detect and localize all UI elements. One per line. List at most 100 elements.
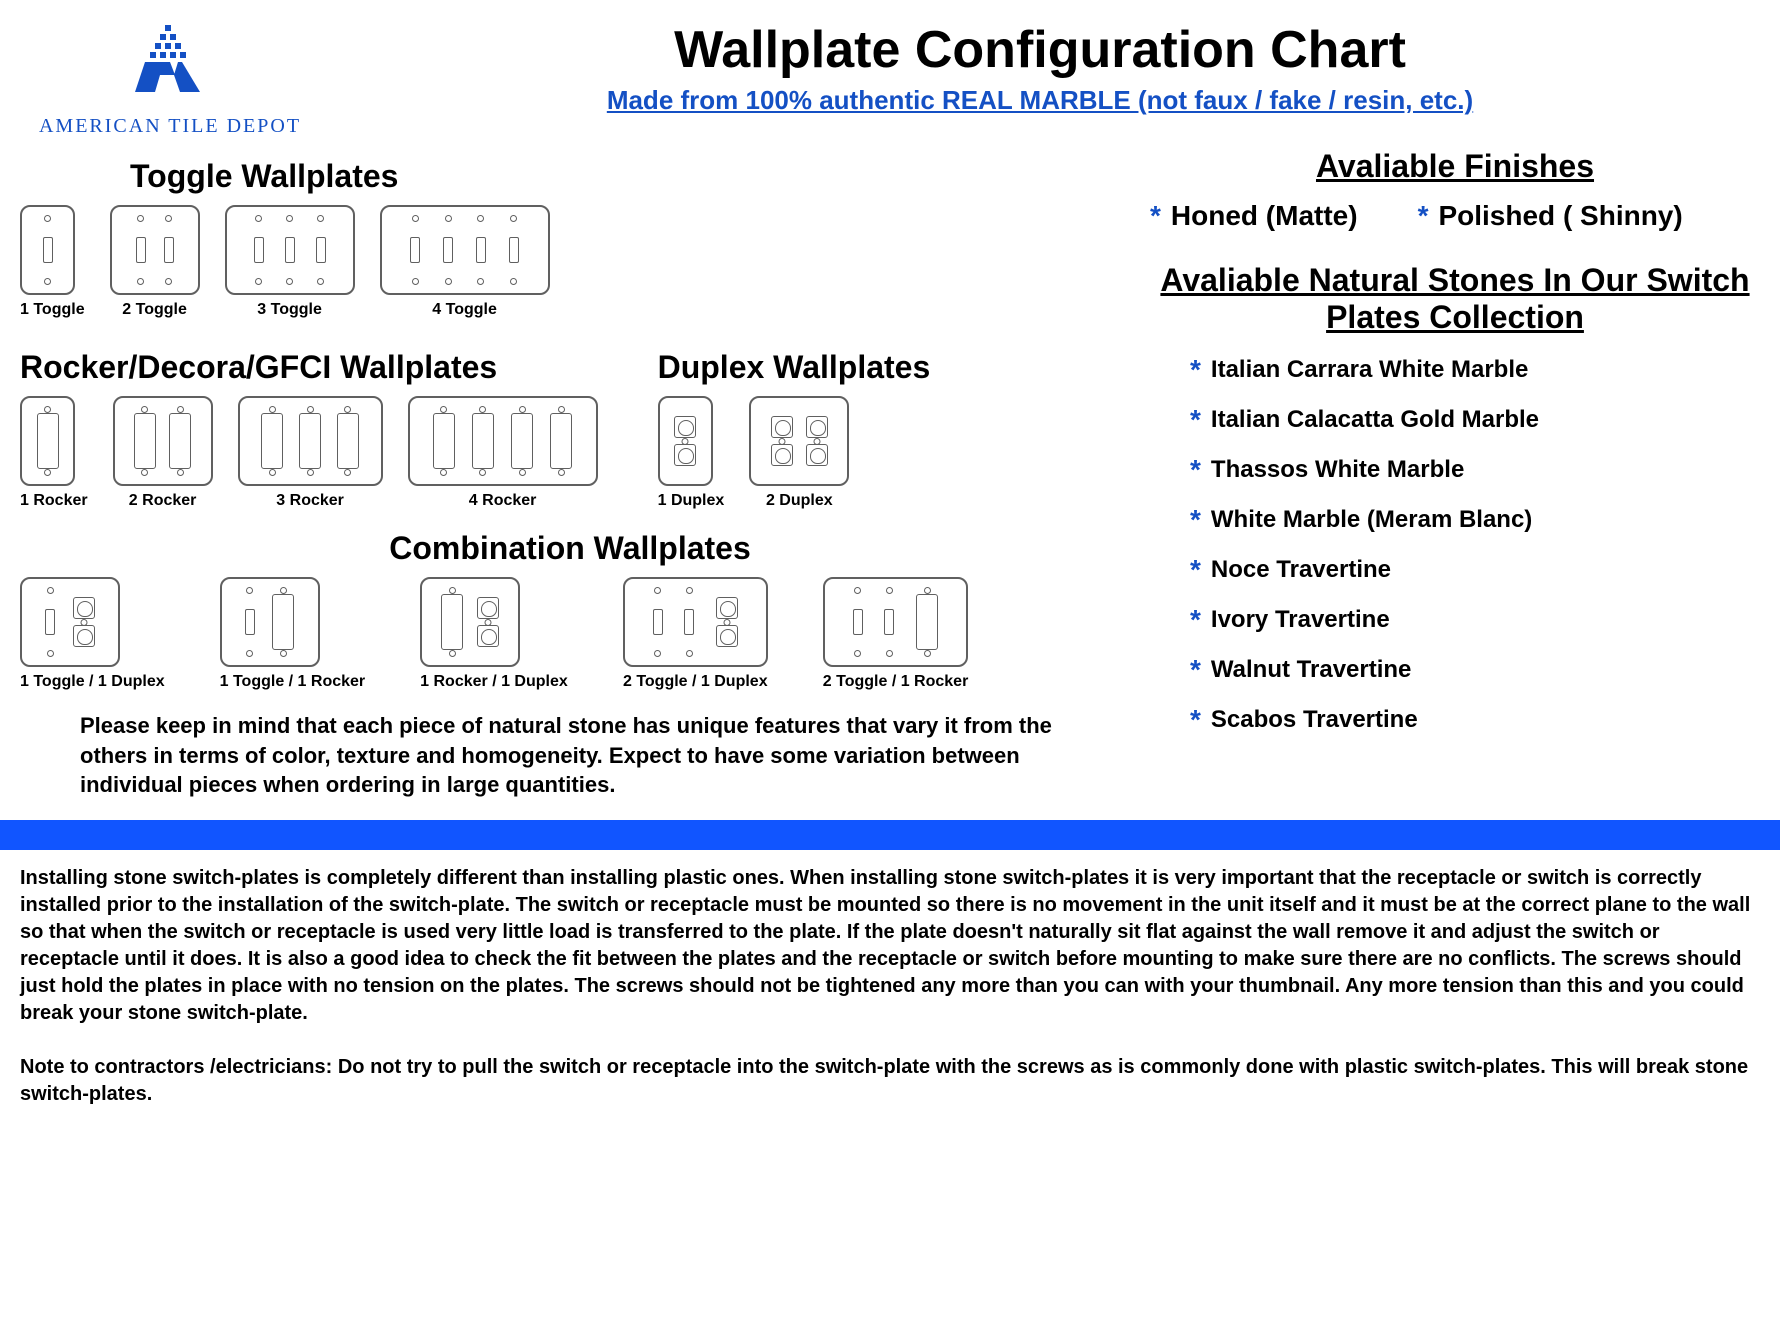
stone-label: Walnut Travertine — [1211, 656, 1411, 684]
star-icon: * — [1418, 200, 1429, 232]
plate-item: 3 Rocker — [238, 396, 383, 510]
plate-item: 2 Toggle / 1 Duplex — [623, 577, 768, 691]
plate-item: 3 Toggle — [225, 205, 355, 319]
plate-item: 2 Toggle — [110, 205, 200, 319]
plate-item: 4 Rocker — [408, 396, 598, 510]
star-icon: * — [1190, 504, 1201, 536]
install-p2: Note to contractors /electricians: Do no… — [20, 1054, 1760, 1108]
toggle-title: Toggle Wallplates — [20, 158, 1120, 195]
plate-2-duplex — [749, 396, 849, 486]
main-title: Wallplate Configuration Chart — [320, 20, 1760, 80]
header: AMERICAN TILE DEPOT Wallplate Configurat… — [0, 0, 1780, 138]
brand-name: AMERICAN TILE DEPOT — [20, 115, 320, 138]
plate-item: 4 Toggle — [380, 205, 550, 319]
plate-label: 2 Toggle / 1 Duplex — [623, 673, 768, 691]
star-icon: * — [1150, 200, 1161, 232]
duplex-title: Duplex Wallplates — [658, 349, 931, 386]
plate-label: 1 Rocker — [20, 492, 88, 510]
toggle-section: Toggle Wallplates 1 Toggle 2 Toggle — [20, 158, 1120, 319]
plate-label: 1 Duplex — [658, 492, 725, 510]
star-icon: * — [1190, 454, 1201, 486]
plate-rocker-duplex — [420, 577, 520, 667]
rocker-duplex-row: Rocker/Decora/GFCI Wallplates 1 Rocker — [20, 339, 1120, 510]
finish-item: * Honed (Matte) — [1150, 200, 1358, 232]
left-column: Toggle Wallplates 1 Toggle 2 Toggle — [20, 148, 1120, 800]
star-icon: * — [1190, 604, 1201, 636]
duplex-row: 1 Duplex 2 Duplex — [658, 396, 931, 510]
plate-item: 1 Toggle / 1 Duplex — [20, 577, 165, 691]
title-block: Wallplate Configuration Chart Made from … — [320, 10, 1760, 116]
plate-2-rocker — [113, 396, 213, 486]
stone-label: Ivory Travertine — [1211, 606, 1390, 634]
stone-label: White Marble (Meram Blanc) — [1211, 506, 1532, 534]
plate-3-rocker — [238, 396, 383, 486]
plate-label: 1 Toggle — [20, 301, 85, 319]
plate-label: 1 Toggle / 1 Rocker — [220, 673, 366, 691]
plate-label: 2 Toggle — [110, 301, 200, 319]
rocker-row: 1 Rocker 2 Rocker — [20, 396, 598, 510]
plate-item: 1 Rocker / 1 Duplex — [420, 577, 568, 691]
body: Toggle Wallplates 1 Toggle 2 Toggle — [0, 138, 1780, 820]
plate-item: 2 Duplex — [749, 396, 849, 510]
star-icon: * — [1190, 404, 1201, 436]
divider-bar — [0, 820, 1780, 850]
page: AMERICAN TILE DEPOT Wallplate Configurat… — [0, 0, 1780, 1123]
finishes-title: Avaliable Finishes — [1150, 148, 1760, 185]
plate-2toggle-duplex — [623, 577, 768, 667]
finish-label: Polished ( Shinny) — [1438, 200, 1682, 232]
star-icon: * — [1190, 354, 1201, 386]
stone-label: Noce Travertine — [1211, 556, 1391, 584]
plate-label: 2 Toggle / 1 Rocker — [823, 673, 969, 691]
plate-1-duplex — [658, 396, 713, 486]
stone-item: *Italian Carrara White Marble — [1190, 354, 1760, 386]
plate-item: 1 Duplex — [658, 396, 725, 510]
logo-a-icon — [110, 20, 230, 110]
stone-label: Thassos White Marble — [1211, 456, 1464, 484]
plate-label: 3 Rocker — [238, 492, 383, 510]
plate-1-toggle — [20, 205, 75, 295]
duplex-section: Duplex Wallplates 1 Duplex — [658, 339, 931, 510]
plate-label: 2 Duplex — [749, 492, 849, 510]
brand-logo: AMERICAN TILE DEPOT — [20, 10, 320, 138]
star-icon: * — [1190, 654, 1201, 686]
combo-title: Combination Wallplates — [20, 530, 1120, 567]
rocker-title: Rocker/Decora/GFCI Wallplates — [20, 349, 598, 386]
combo-row: 1 Toggle / 1 Duplex 1 Toggle / 1 Rocker — [20, 577, 1120, 691]
plate-label: 2 Rocker — [113, 492, 213, 510]
rocker-section: Rocker/Decora/GFCI Wallplates 1 Rocker — [20, 339, 598, 510]
right-column: Avaliable Finishes * Honed (Matte) * Polis… — [1150, 148, 1760, 800]
plate-item: 2 Toggle / 1 Rocker — [823, 577, 969, 691]
plate-item: 2 Rocker — [113, 396, 213, 510]
stone-item: *Scabos Travertine — [1190, 704, 1760, 736]
plate-label: 4 Toggle — [380, 301, 550, 319]
stone-label: Italian Calacatta Gold Marble — [1211, 406, 1539, 434]
install-p1: Installing stone switch-plates is comple… — [20, 865, 1760, 1027]
plate-2-toggle — [110, 205, 200, 295]
plate-3-toggle — [225, 205, 355, 295]
stone-item: * Italian Calacatta Gold Marble — [1190, 404, 1760, 436]
combo-section: Combination Wallplates 1 Toggle / 1 Dupl… — [20, 530, 1120, 691]
subtitle-link[interactable]: Made from 100% authentic REAL MARBLE (no… — [607, 85, 1473, 115]
stone-item: * Walnut Travertine — [1190, 654, 1760, 686]
plate-item: 1 Toggle — [20, 205, 85, 319]
plate-4-rocker — [408, 396, 598, 486]
plate-item: 1 Toggle / 1 Rocker — [220, 577, 366, 691]
stones-list: *Italian Carrara White Marble * Italian C… — [1150, 354, 1760, 736]
stone-item: * Thassos White Marble — [1190, 454, 1760, 486]
stones-title: Avaliable Natural Stones In Our Switch P… — [1150, 262, 1760, 336]
toggle-row: 1 Toggle 2 Toggle — [20, 205, 1120, 319]
stone-item: * White Marble (Meram Blanc) — [1190, 504, 1760, 536]
plate-label: 4 Rocker — [408, 492, 598, 510]
plate-label: 1 Rocker / 1 Duplex — [420, 673, 568, 691]
plate-4-toggle — [380, 205, 550, 295]
star-icon: * — [1190, 704, 1201, 736]
install-instructions: Installing stone switch-plates is comple… — [0, 850, 1780, 1123]
finishes-row: * Honed (Matte) * Polished ( Shinny) — [1150, 200, 1760, 232]
finish-label: Honed (Matte) — [1171, 200, 1358, 232]
star-icon: * — [1190, 554, 1201, 586]
plate-2toggle-rocker — [823, 577, 968, 667]
finish-item: * Polished ( Shinny) — [1418, 200, 1683, 232]
plate-1-rocker — [20, 396, 75, 486]
plate-label: 3 Toggle — [225, 301, 355, 319]
plate-toggle-duplex — [20, 577, 120, 667]
